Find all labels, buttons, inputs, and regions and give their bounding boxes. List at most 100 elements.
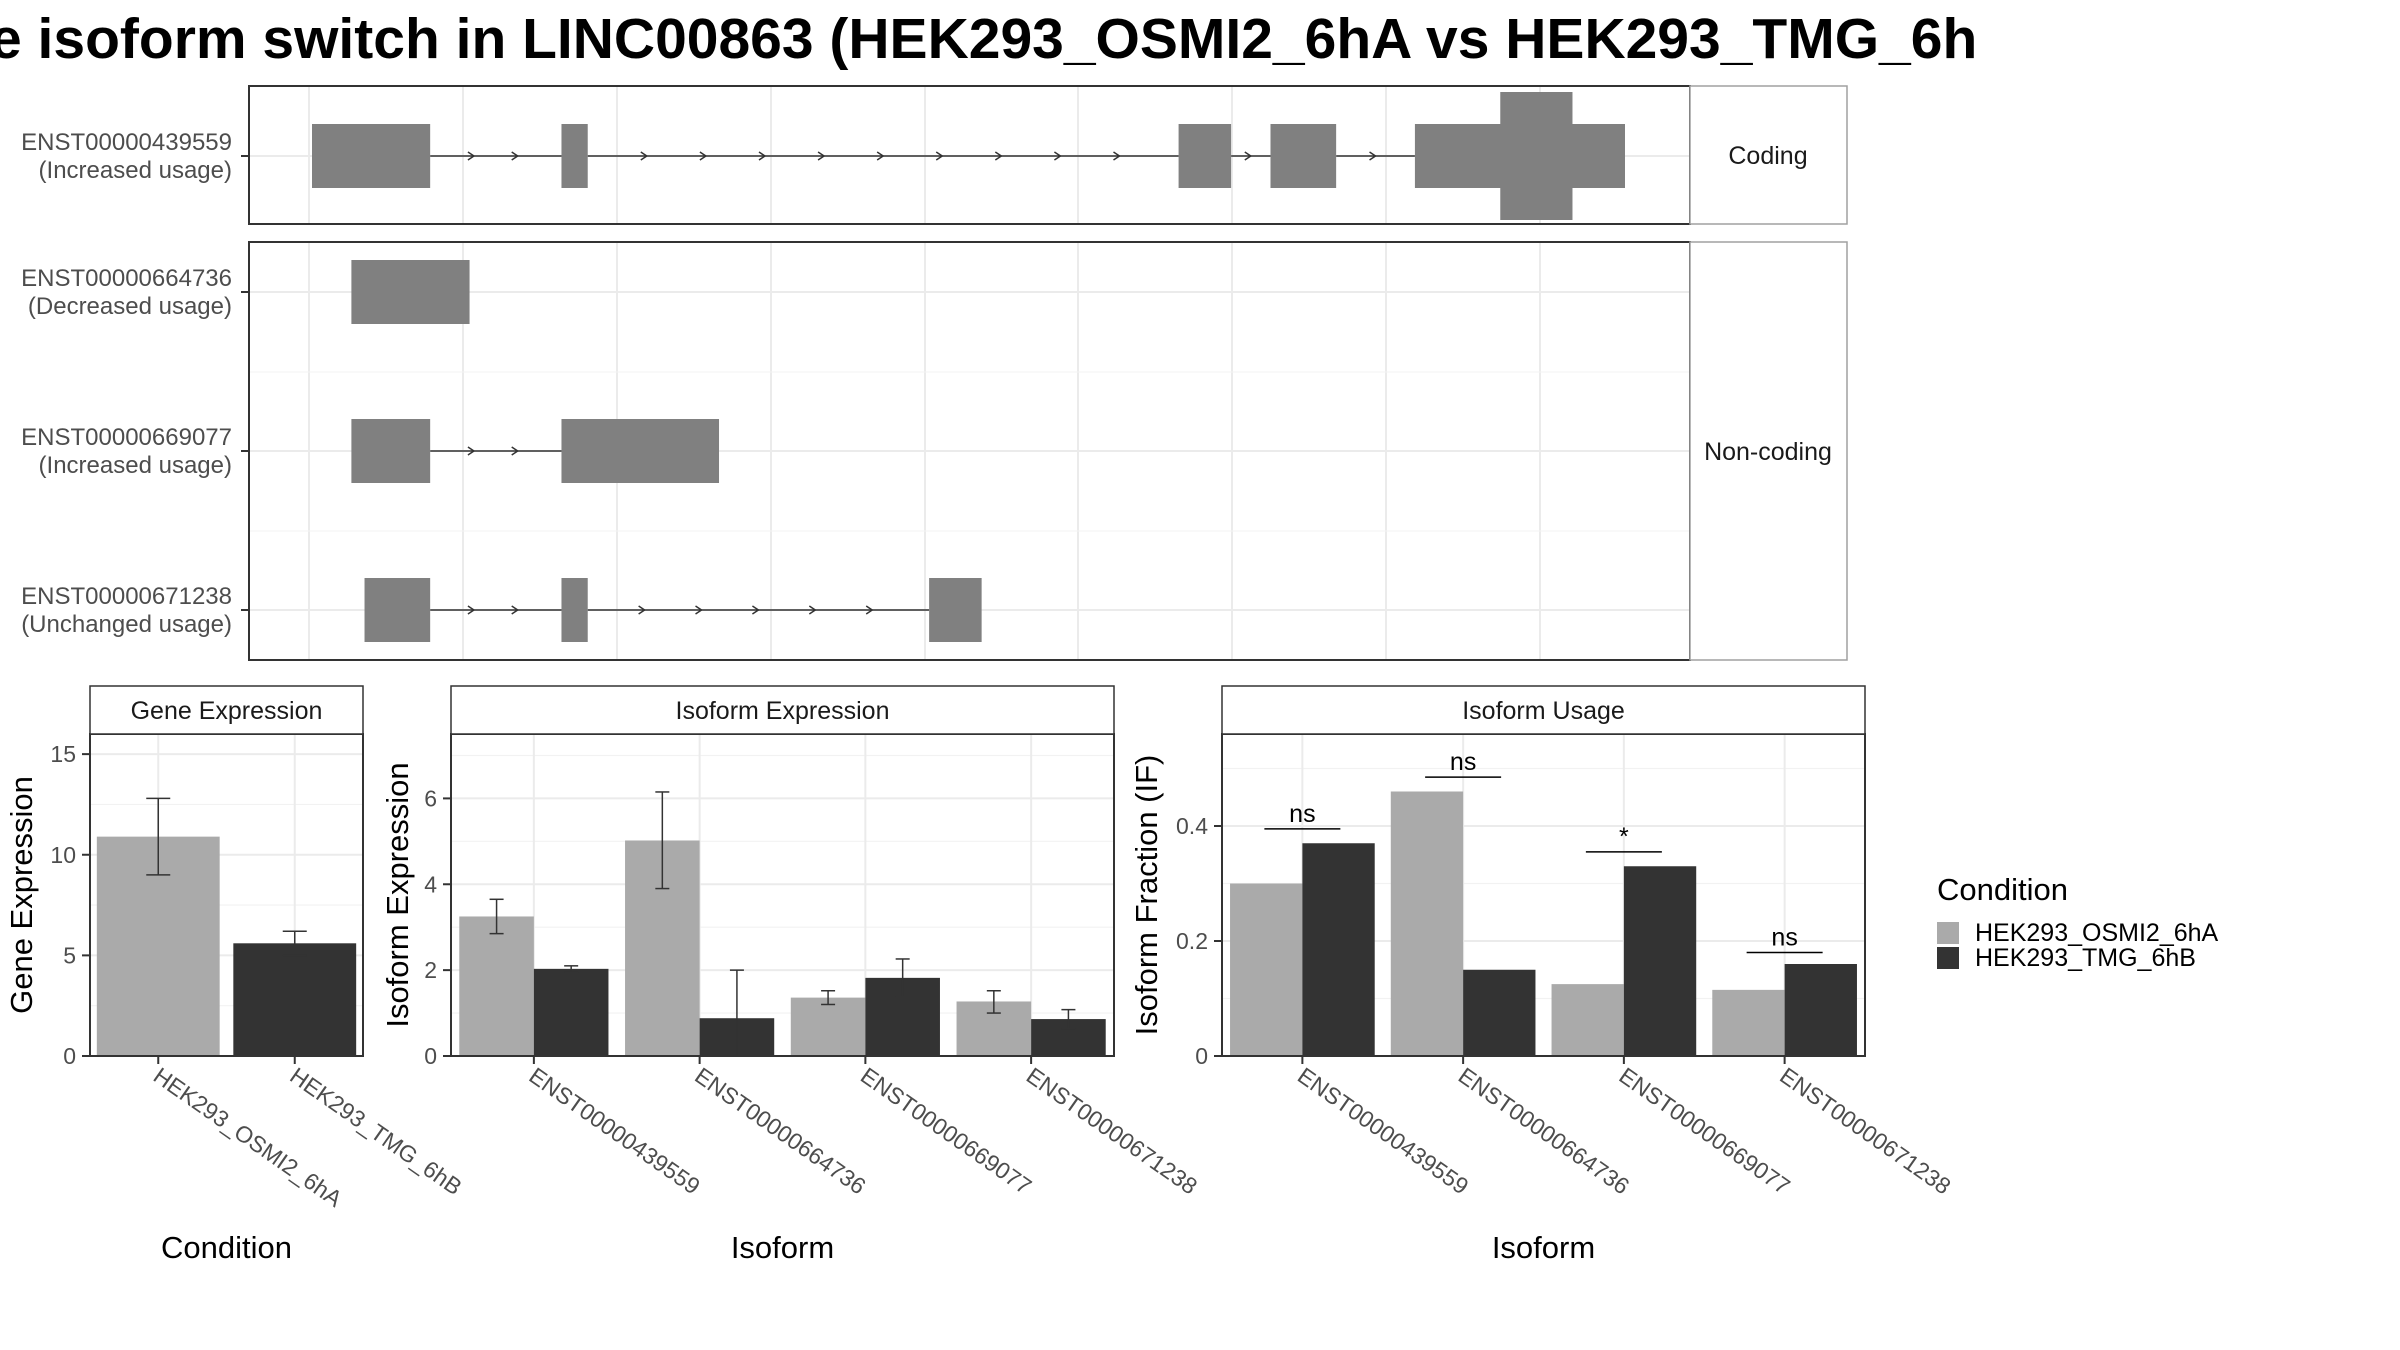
intron-arrow-icon: [467, 446, 476, 456]
intron-arrow-icon: [1113, 151, 1121, 161]
transcript-usage-label: (Decreased usage): [28, 293, 232, 320]
legend-swatch: [1937, 922, 1959, 944]
facet-strip: [450, 685, 1115, 735]
x-tick-label: ENST00000439559: [524, 1062, 704, 1199]
transcript-id-label: ENST00000671238: [21, 583, 232, 610]
y-axis-title: Gene Expression: [4, 776, 39, 1014]
x-tick-label: ENST00000439559: [1293, 1062, 1473, 1199]
facet-strip-title: Isoform Usage: [1462, 697, 1625, 725]
x-tick-label: ENST00000671238: [1775, 1062, 1955, 1199]
facet-label-coding: Coding: [1728, 142, 1807, 170]
figure-title: e isoform switch in LINC00863 (HEK293_OS…: [0, 7, 1977, 71]
structure-facet-strip: [1689, 241, 1848, 661]
transcript-id-label: ENST00000669077: [21, 424, 232, 451]
intron-arrow-icon: [640, 151, 649, 161]
intron-arrow-icon: [695, 605, 703, 615]
exon-block: [561, 124, 588, 188]
exon-block: [351, 419, 431, 483]
bar: [1302, 843, 1375, 1056]
intron-arrow-icon: [467, 151, 476, 161]
intron-arrow-icon: [511, 151, 520, 161]
legend-item-label: HEK293_OSMI2_6hA: [1975, 919, 2219, 947]
intron-arrow-icon: [752, 605, 760, 615]
legend-item-label: HEK293_TMG_6hB: [1975, 944, 2196, 972]
y-tick-label: 0.4: [1176, 813, 1208, 839]
transcript-id-label: ENST00000664736: [21, 265, 232, 292]
exon-block: [351, 260, 470, 324]
x-tick-label: ENST00000671238: [1022, 1062, 1202, 1199]
x-tick-label: ENST00000664736: [690, 1062, 870, 1199]
significance-label: ns: [1771, 924, 1797, 952]
intron-arrow-icon: [808, 605, 817, 615]
bar: [459, 916, 534, 1056]
y-tick-label: 0.2: [1176, 928, 1208, 954]
transcript-usage-label: (Increased usage): [39, 157, 232, 184]
transcript-usage-label: (Unchanged usage): [21, 611, 232, 638]
significance-label: ns: [1289, 800, 1315, 828]
x-tick-label: ENST00000669077: [1614, 1062, 1794, 1199]
intron-arrow-icon: [876, 151, 885, 161]
y-tick-label: 0: [63, 1043, 76, 1069]
cds-block: [1500, 92, 1573, 220]
y-tick-label: 5: [63, 942, 76, 968]
intron-arrow-icon: [467, 605, 476, 615]
intron-arrow-icon: [511, 446, 520, 456]
transcript-usage-label: (Increased usage): [39, 452, 232, 479]
y-tick-label: 6: [424, 785, 437, 811]
x-axis-title: Isoform: [731, 1230, 834, 1265]
y-tick-label: 2: [424, 957, 437, 983]
structure-facet-strip: [1689, 85, 1848, 225]
bar: [1463, 969, 1536, 1056]
intron-arrow-icon: [1369, 151, 1377, 161]
bar: [1390, 791, 1464, 1056]
intron-arrow-icon: [865, 605, 874, 615]
intron-arrow-icon: [1053, 151, 1062, 161]
y-axis-title: Isoform Fraction (IF): [1129, 755, 1164, 1036]
x-tick-label: ENST00000669077: [856, 1062, 1036, 1199]
bar: [1230, 883, 1303, 1056]
facet-strip-title: Gene Expression: [131, 697, 323, 725]
transcript-structure-plot: CodingNon-codingENST00000439559(Increase…: [21, 85, 1848, 661]
bar: [790, 997, 866, 1056]
x-tick-label: ENST00000664736: [1454, 1062, 1634, 1199]
intron-arrow-icon: [994, 151, 1003, 161]
x-axis-title: Isoform: [1492, 1230, 1595, 1265]
facet-strip-title: Isoform Expression: [676, 697, 890, 725]
intron-arrow-icon: [817, 151, 826, 161]
legend-title: Condition: [1937, 872, 2068, 907]
legend-swatch: [1937, 947, 1959, 969]
transcript-id-label: ENST00000439559: [21, 129, 232, 156]
y-tick-label: 4: [424, 871, 437, 897]
bar: [533, 968, 609, 1056]
significance-label: ns: [1450, 748, 1476, 776]
intron-arrow-icon: [699, 151, 708, 161]
bar: [1623, 866, 1697, 1056]
facet-strip: [89, 685, 364, 735]
exon-block: [561, 419, 720, 483]
y-axis-title: Isoform Expression: [380, 762, 415, 1027]
exon-block: [929, 578, 982, 642]
x-axis-title: Condition: [161, 1230, 292, 1265]
significance-label: *: [1619, 823, 1629, 851]
isoform-usage-plot: 0 0.2 0.4 ns ns * ns Isoform Usage ENST000004395…: [1129, 685, 1956, 1265]
y-tick-label: 10: [50, 842, 76, 868]
exon-block: [312, 124, 431, 188]
exon-block: [1178, 124, 1232, 188]
bar: [233, 943, 357, 1056]
exon-block: [561, 578, 588, 642]
bar: [1551, 984, 1624, 1056]
intron-arrow-icon: [1244, 151, 1253, 161]
intron-arrow-icon: [638, 605, 646, 615]
intron-arrow-icon: [511, 605, 520, 615]
facet-strip: [1221, 685, 1866, 735]
y-tick-label: 0: [1195, 1043, 1208, 1069]
exon-block: [1270, 124, 1337, 188]
intron-arrow-icon: [758, 151, 767, 161]
exon-block: [364, 578, 431, 642]
intron-arrow-icon: [935, 151, 944, 161]
bar: [1784, 964, 1857, 1056]
